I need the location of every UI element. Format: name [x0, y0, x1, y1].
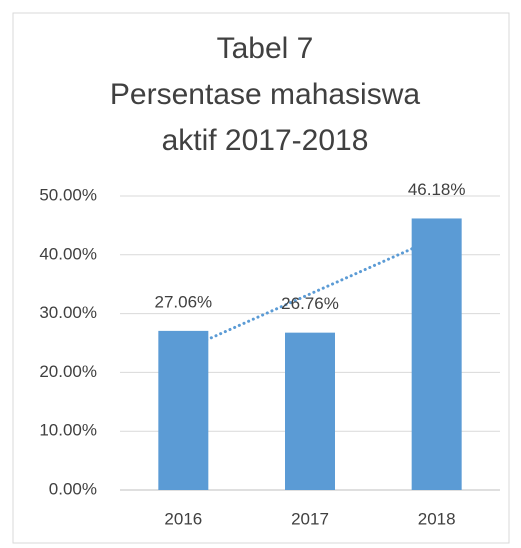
trendline [181, 236, 439, 352]
x-tick-label: 2017 [291, 509, 329, 528]
data-label: 26.76% [281, 294, 339, 313]
chart-title: Tabel 7 [217, 32, 314, 65]
chart-title: Persentase mahasiswa [110, 78, 420, 111]
bar [158, 330, 209, 490]
y-tick-label: 20.00% [39, 362, 97, 381]
y-tick-label: 50.00% [39, 185, 97, 204]
data-label: 27.06% [154, 292, 212, 311]
y-tick-label: 10.00% [39, 421, 97, 440]
data-label: 46.18% [408, 180, 466, 199]
bar [411, 218, 462, 490]
y-tick-label: 30.00% [39, 303, 97, 322]
y-tick-label: 0.00% [49, 479, 97, 498]
y-tick-label: 40.00% [39, 244, 97, 263]
chart-title: aktif 2017-2018 [162, 124, 369, 157]
x-tick-label: 2018 [418, 509, 456, 528]
bar [285, 332, 335, 490]
x-tick-label: 2016 [164, 509, 202, 528]
